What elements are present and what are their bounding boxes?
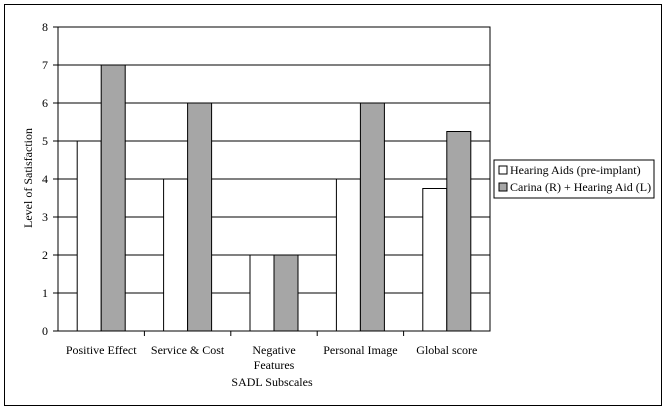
x-category-label: Negative (252, 343, 295, 357)
y-tick-labels: 0 1 2 3 4 5 6 7 8 (42, 20, 48, 338)
y-axis-title: Level of Satisfaction (21, 128, 35, 228)
legend-label-carina: Carina (R) + Hearing Aid (L) (510, 180, 651, 194)
y-tick-label: 4 (42, 172, 48, 186)
x-category-label: Global score (416, 343, 477, 357)
bar-carina (100, 64, 126, 332)
plot-area (57, 26, 491, 332)
bar-hearing-aids (163, 178, 189, 332)
bar-hearing-aids (249, 254, 275, 332)
bars-group (76, 64, 472, 332)
bar-carina (273, 254, 299, 332)
bar-hearing-aids (76, 140, 102, 332)
bar-carina (359, 102, 385, 332)
y-tick-label: 2 (42, 248, 48, 262)
x-axis-title: SADL Subscales (231, 375, 313, 389)
y-tick-label: 0 (42, 324, 48, 338)
x-category-label: Positive Effect (66, 343, 137, 357)
y-tick-label: 5 (42, 134, 48, 148)
legend-box (493, 159, 655, 199)
y-tick-label: 3 (42, 210, 48, 224)
y-tick-label: 8 (42, 20, 48, 34)
y-tick-label: 1 (42, 286, 48, 300)
bar-carina (187, 102, 213, 332)
legend-label-hearing-aids: Hearing Aids (pre-implant) (510, 163, 641, 177)
x-category-label: Features (254, 358, 295, 372)
y-tick-label: 6 (42, 96, 48, 110)
x-category-label: Service & Cost (151, 343, 225, 357)
y-tick-label: 7 (42, 58, 48, 72)
bar-hearing-aids (335, 178, 361, 332)
legend-swatch-carina (498, 182, 508, 192)
x-category-label: Personal Image (323, 343, 397, 357)
x-category-labels: Positive Effect Service & Cost NegativeFea… (66, 343, 477, 372)
legend-swatch-hearing-aids (498, 165, 508, 175)
legend: Hearing Aids (pre-implant) Carina (R) + … (493, 159, 655, 199)
gridlines (58, 26, 490, 294)
bar-hearing-aids (422, 188, 448, 332)
bar-carina (446, 131, 472, 332)
axes-group (53, 26, 491, 336)
